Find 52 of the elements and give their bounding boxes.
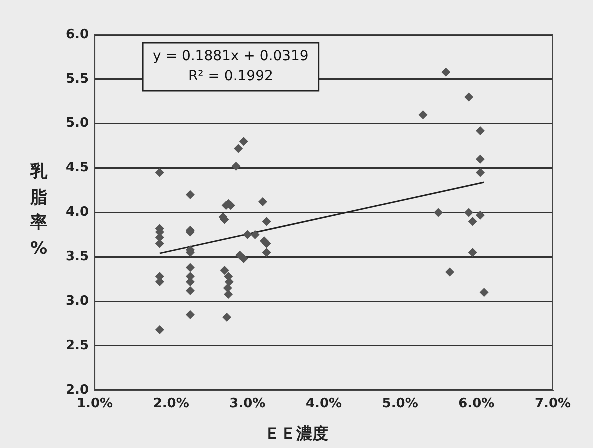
y-axis-title: 乳脂率% (29, 161, 49, 260)
y-tick-label: 5.5 (66, 72, 90, 87)
point (186, 310, 195, 320)
point (464, 208, 474, 218)
y-tick-label: 6.0 (66, 27, 90, 42)
point (186, 263, 195, 272)
annotation: R² = 0.1992 (188, 68, 274, 85)
point (222, 313, 232, 322)
x-tick-label: 2.0% (153, 396, 190, 412)
point (224, 278, 234, 287)
y-tick-label: 3.0 (66, 294, 90, 309)
point (239, 254, 248, 264)
point (468, 248, 478, 258)
point (232, 162, 241, 171)
point (442, 68, 451, 77)
point (186, 190, 195, 200)
point (476, 154, 485, 164)
y-tick-label: 5.0 (66, 116, 90, 132)
point (468, 217, 478, 226)
point (418, 110, 428, 120)
x-tick-label: 1.0% (77, 396, 114, 412)
point (234, 144, 244, 154)
y-tick-label: 4.5 (66, 160, 90, 176)
point (223, 284, 232, 293)
point (220, 266, 230, 275)
point (262, 248, 272, 258)
point (262, 217, 272, 226)
x-tick-label: 4.0% (306, 396, 342, 412)
point (155, 325, 164, 334)
y-tick-label: 2.0 (66, 382, 90, 398)
point (476, 210, 485, 220)
point (476, 126, 485, 136)
x-tick-label: 3.0% (230, 396, 266, 412)
point (464, 92, 474, 102)
point (186, 286, 195, 296)
y-tick-label: 2.5 (66, 338, 90, 354)
x-axis-title: ＥＥ濃度 (264, 424, 330, 445)
annotation: y = 0.1881x + 0.0319 (153, 48, 309, 65)
x-tick-label: 5.0% (382, 396, 418, 412)
point (434, 208, 444, 218)
point (480, 288, 489, 298)
point (243, 230, 252, 240)
point (250, 230, 260, 240)
y-tick-label: 3.5 (66, 250, 90, 264)
x-tick-label: 7.0% (534, 396, 572, 412)
x-tick-label: 6.0% (458, 396, 495, 412)
point (155, 168, 164, 178)
point (476, 168, 485, 178)
point (258, 198, 268, 207)
point (239, 137, 248, 146)
point (445, 268, 454, 277)
y-tick-label: 4.0 (66, 205, 90, 220)
